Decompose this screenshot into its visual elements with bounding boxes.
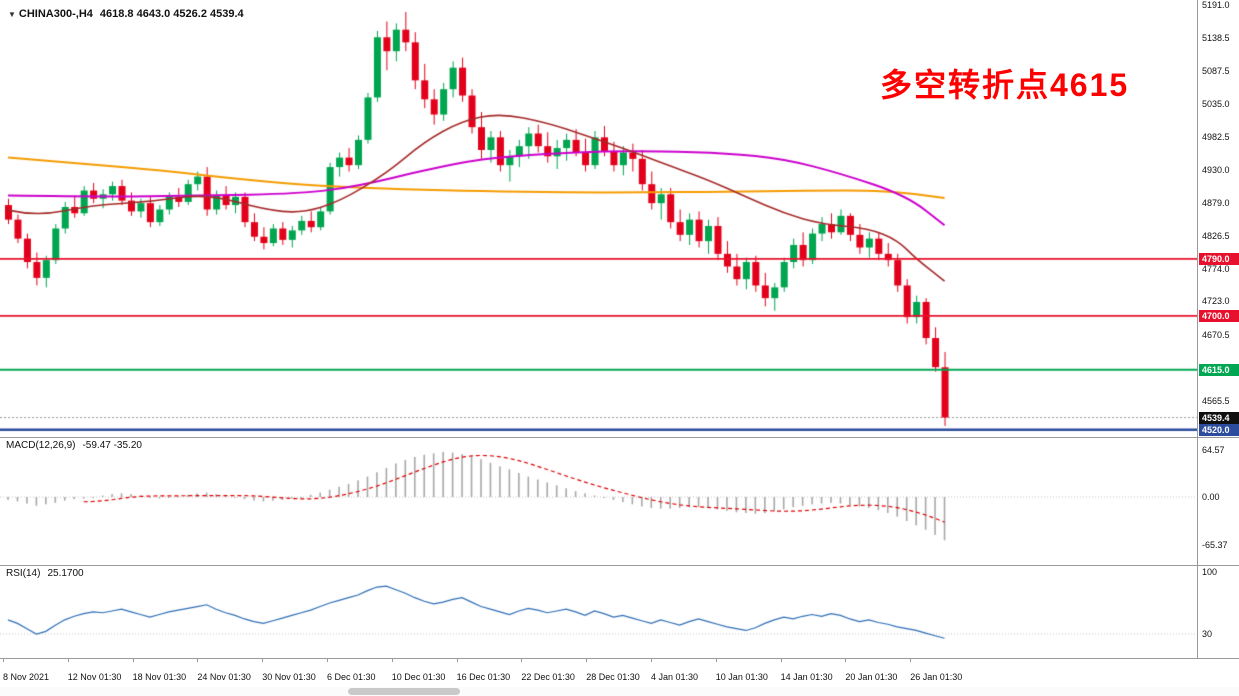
hline-price-tag[interactable]: 4790.0	[1199, 252, 1239, 265]
price-axis-label: 4723.0	[1202, 296, 1230, 307]
time-tick	[3, 659, 4, 662]
macd-canvas[interactable]	[0, 437, 1197, 565]
chevron-down-icon[interactable]: ▼	[8, 10, 16, 19]
time-tick	[651, 659, 652, 662]
price-axis-label: 4982.5	[1202, 132, 1230, 142]
price-panel: ▼ CHINA300-,H4 4618.8 4643.0 4526.2 4539.4…	[0, 0, 1197, 437]
date-label: 10 Dec 01:30	[391, 672, 446, 682]
date-label: 6 Dec 01:30	[327, 672, 376, 682]
date-label: 4 Jan 01:30	[651, 672, 699, 682]
rsi-axis-label: 30	[1202, 628, 1213, 639]
macd-axis-label: 0.00	[1202, 492, 1220, 502]
price-axis-label: 4670.5	[1202, 329, 1230, 340]
price-axis-label: 4774.0	[1202, 264, 1230, 275]
time-tick	[910, 659, 912, 662]
symbol-info-bar: ▼ CHINA300-,H4 4618.8 4643.0 4526.2 4539.4	[8, 8, 244, 20]
date-label: 24 Nov 01:30	[197, 672, 251, 682]
price-axis-line	[1197, 0, 1198, 658]
macd-panel: MACD(12,26,9) -59.47 -35.20	[0, 437, 1197, 565]
time-tick	[456, 659, 458, 662]
time-tick	[586, 659, 588, 662]
rsi-axis-label: 100	[1202, 567, 1218, 577]
time-tick	[327, 659, 328, 662]
h-scrollbar-track[interactable]	[0, 687, 1239, 696]
date-label: 22 Dec 01:30	[521, 672, 575, 682]
date-label: 10 Jan 01:30	[715, 672, 768, 682]
time-tick	[845, 659, 847, 662]
price-axis-label: 5191.0	[1202, 0, 1230, 10]
time-tick	[391, 659, 393, 662]
rsi-canvas[interactable]	[0, 565, 1197, 658]
date-label: 28 Dec 01:30	[586, 672, 640, 682]
time-tick	[67, 659, 69, 662]
rsi-indicator-value: 25.1700	[47, 568, 84, 579]
main-chart-canvas[interactable]	[0, 0, 1197, 437]
macd-indicator-name: MACD(12,26,9)	[6, 440, 76, 451]
date-label: 18 Nov 01:30	[132, 672, 187, 682]
price-axis-label: 5138.5	[1202, 33, 1230, 44]
time-tick	[132, 659, 134, 662]
h-scrollbar-thumb[interactable]	[348, 688, 460, 695]
price-axis-label: 4565.5	[1202, 396, 1230, 407]
time-tick	[521, 659, 523, 662]
rsi-label: RSI(14) 25.1700	[6, 568, 84, 579]
time-tick	[715, 659, 717, 662]
date-label: 8 Nov 2021	[3, 672, 50, 682]
price-axis-label: 4930.0	[1202, 165, 1230, 176]
symbol-period-label: CHINA300-,H4	[18, 8, 93, 20]
annotation-text: 多空转折点4615	[880, 67, 1130, 103]
macd-axis-label: -65.37	[1202, 539, 1228, 550]
macd-axis-label: 64.57	[1202, 444, 1225, 455]
panel-separator[interactable]	[0, 565, 1239, 566]
panel-separator[interactable]	[0, 437, 1239, 438]
date-label: 30 Nov 01:30	[262, 672, 316, 682]
price-axis-label: 4826.5	[1202, 230, 1230, 241]
price-axis-label: 5035.0	[1202, 98, 1230, 109]
date-label: 12 Nov 01:30	[67, 672, 122, 682]
ohlc-values: 4618.8 4643.0 4526.2 4539.4	[99, 8, 244, 20]
rsi-panel: RSI(14) 25.1700	[0, 565, 1197, 658]
date-label: 26 Jan 01:30	[910, 672, 963, 682]
date-label: 20 Jan 01:30	[845, 672, 898, 682]
macd-label: MACD(12,26,9) -59.47 -35.20	[6, 440, 142, 451]
rsi-indicator-name: RSI(14)	[6, 568, 41, 579]
current-price-tag[interactable]: 4539.4	[1199, 411, 1239, 424]
hline-price-tag[interactable]: 4615.0	[1199, 363, 1239, 376]
hline-price-tag[interactable]: 4700.0	[1199, 309, 1239, 322]
price-axis-label: 5087.5	[1202, 65, 1230, 76]
macd-indicator-values: -59.47 -35.20	[82, 440, 142, 451]
hline-price-tag[interactable]: 4520.0	[1199, 423, 1239, 436]
date-label: 16 Dec 01:30	[456, 672, 511, 682]
time-tick	[197, 659, 199, 662]
time-axis-line	[0, 658, 1239, 659]
price-axis-label: 4879.0	[1202, 197, 1230, 208]
time-tick	[262, 659, 264, 662]
time-tick	[780, 659, 782, 662]
date-label: 14 Jan 01:30	[780, 672, 833, 682]
